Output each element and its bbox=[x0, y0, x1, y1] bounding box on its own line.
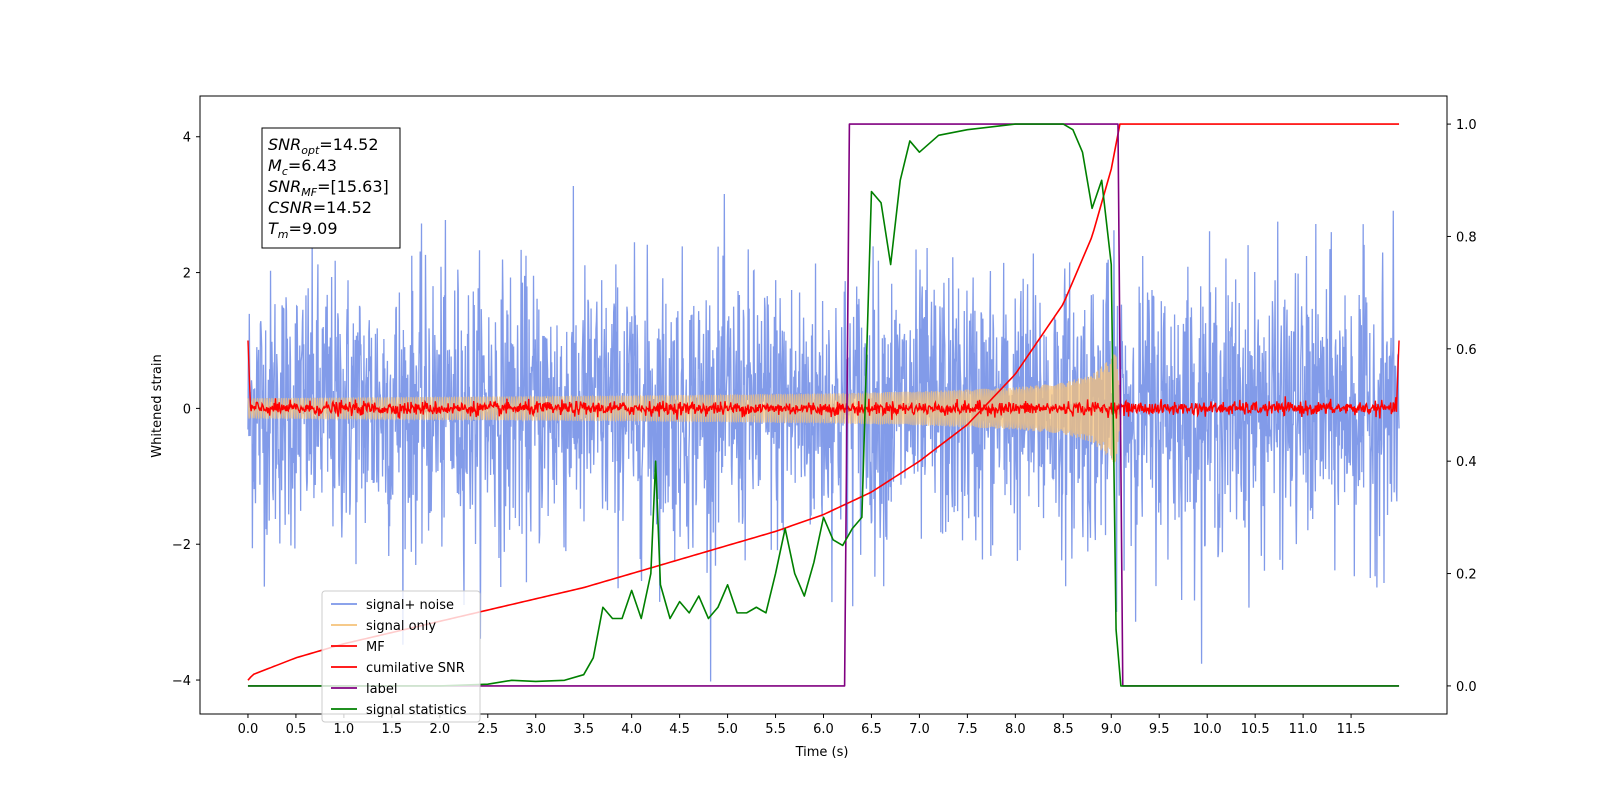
legend-label: signal only bbox=[366, 619, 436, 634]
x-tick-label: 7.0 bbox=[909, 722, 930, 737]
y-left-tick-label: 4 bbox=[183, 131, 191, 146]
y-axis-label: Whitened strain bbox=[150, 354, 165, 457]
x-tick-label: 10.0 bbox=[1193, 722, 1222, 737]
y-right-tick-label: 1.0 bbox=[1456, 118, 1477, 133]
x-tick-label: 2.0 bbox=[429, 722, 450, 737]
legend-label: cumilative SNR bbox=[366, 661, 465, 676]
x-tick-label: 1.0 bbox=[334, 722, 355, 737]
x-tick-label: 8.5 bbox=[1053, 722, 1074, 737]
legend-label: MF bbox=[366, 640, 385, 655]
x-tick-label: 3.0 bbox=[525, 722, 546, 737]
x-tick-label: 0.5 bbox=[286, 722, 307, 737]
x-tick-label: 6.5 bbox=[861, 722, 882, 737]
y-left-tick-label: 0 bbox=[183, 402, 191, 417]
x-tick-label: 11.0 bbox=[1289, 722, 1318, 737]
legend-label: label bbox=[366, 682, 397, 697]
x-tick-label: 7.5 bbox=[957, 722, 978, 737]
legend-item-cumulative-snr: cumilative SNR bbox=[331, 661, 465, 676]
y-axis-left: −4 −2 0 2 4 bbox=[172, 131, 200, 689]
y-right-tick-label: 0.2 bbox=[1456, 568, 1477, 583]
y-left-tick-label: −2 bbox=[172, 538, 191, 553]
x-tick-label: 4.5 bbox=[669, 722, 690, 737]
annotation-line: CSNR=14.52 bbox=[268, 198, 372, 217]
y-left-tick-label: −4 bbox=[172, 674, 191, 689]
x-tick-label: 10.5 bbox=[1241, 722, 1270, 737]
y-right-tick-label: 0.6 bbox=[1456, 343, 1477, 358]
x-tick-label: 1.5 bbox=[382, 722, 403, 737]
y-axis-right: 0.0 0.2 0.4 0.6 0.8 1.0 bbox=[1447, 118, 1477, 695]
x-tick-label: 9.0 bbox=[1101, 722, 1122, 737]
series-signal-noise-line bbox=[247, 185, 1400, 682]
x-tick-label: 11.5 bbox=[1337, 722, 1366, 737]
annotation-line: Mc=6.43 bbox=[268, 156, 337, 178]
legend: signal+ noise signal only MF cumilative SNR… bbox=[321, 590, 481, 723]
x-tick-label: 5.0 bbox=[717, 722, 738, 737]
annotation-line: SNRMF=[15.63] bbox=[268, 177, 389, 199]
x-axis: 0.0 0.5 1.0 1.5 2.0 2.5 3.0 3.5 4.0 4.5 5.0 5.5 6.0 6… bbox=[238, 714, 1366, 737]
y-left-tick-label: 2 bbox=[183, 267, 191, 282]
series-signal-statistics-line bbox=[247, 123, 1400, 687]
annotation-frame bbox=[261, 127, 401, 249]
x-tick-label: 6.0 bbox=[813, 722, 834, 737]
x-axis-label: Time (s) bbox=[795, 745, 849, 760]
stats-annotation-box: SNRopt=14.52Mc=6.43SNRMF=[15.63]CSNR=14.… bbox=[261, 127, 401, 249]
x-tick-label: 4.0 bbox=[621, 722, 642, 737]
y-right-tick-label: 0.0 bbox=[1456, 680, 1477, 695]
legend-label: signal statistics bbox=[366, 703, 467, 718]
y-right-tick-label: 0.4 bbox=[1456, 455, 1477, 470]
x-tick-label: 8.0 bbox=[1005, 722, 1026, 737]
x-tick-label: 0.0 bbox=[238, 722, 259, 737]
legend-item-signal-statistics: signal statistics bbox=[331, 703, 467, 718]
x-tick-label: 3.5 bbox=[573, 722, 594, 737]
legend-label: signal+ noise bbox=[366, 598, 454, 613]
x-tick-label: 9.5 bbox=[1149, 722, 1170, 737]
y-right-tick-label: 0.8 bbox=[1456, 230, 1477, 245]
x-tick-label: 5.5 bbox=[765, 722, 786, 737]
legend-item-mf: MF bbox=[331, 640, 385, 655]
legend-item-signal-noise: signal+ noise bbox=[331, 598, 454, 613]
annotation-line: Tm=9.09 bbox=[268, 219, 338, 241]
legend-frame bbox=[321, 590, 481, 723]
x-tick-label: 2.5 bbox=[477, 722, 498, 737]
legend-item-label: label bbox=[331, 682, 397, 697]
legend-item-signal-only: signal only bbox=[331, 619, 436, 634]
annotation-line: SNRopt=14.52 bbox=[268, 135, 379, 157]
series-mf-line bbox=[247, 340, 1400, 420]
